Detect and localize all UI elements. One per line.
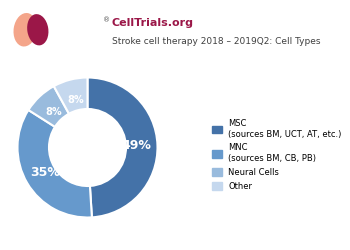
Wedge shape bbox=[54, 78, 88, 114]
Text: 8%: 8% bbox=[46, 107, 62, 117]
Wedge shape bbox=[28, 86, 69, 127]
Wedge shape bbox=[88, 78, 158, 217]
Text: Stroke cell therapy 2018 – 2019Q2: Cell Types: Stroke cell therapy 2018 – 2019Q2: Cell … bbox=[112, 38, 321, 46]
Text: 35%: 35% bbox=[30, 166, 60, 179]
Ellipse shape bbox=[14, 13, 37, 46]
Text: ®: ® bbox=[103, 18, 110, 24]
Legend: MSC
(sources BM, UCT, AT, etc.), MNC
(sources BM, CB, PB), Neural Cells, Other: MSC (sources BM, UCT, AT, etc.), MNC (so… bbox=[208, 115, 346, 195]
Text: 8%: 8% bbox=[67, 95, 84, 105]
Ellipse shape bbox=[27, 14, 48, 46]
Wedge shape bbox=[18, 110, 92, 218]
Text: CellTrials.org: CellTrials.org bbox=[112, 18, 194, 28]
Text: 49%: 49% bbox=[121, 140, 152, 152]
